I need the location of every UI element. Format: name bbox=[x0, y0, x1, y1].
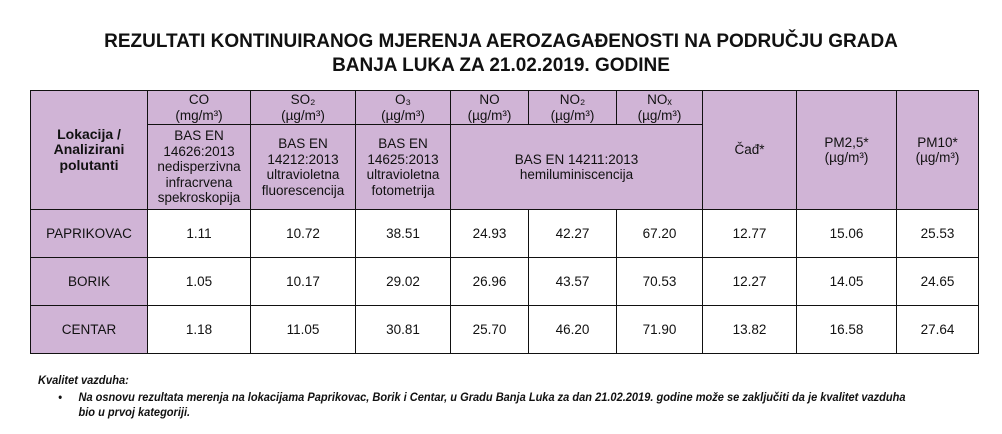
method-so2: BAS EN 14212:2013 ultravioletna fluoresc… bbox=[250, 124, 356, 210]
corner-header: Lokacija / Analizirani polutanti bbox=[30, 90, 148, 210]
value-cell: 46.20 bbox=[528, 305, 617, 354]
results-table: Lokacija / Analizirani polutanti CO (mg/m… bbox=[30, 90, 979, 354]
note-text: Na osnovu rezultata merenja na lokacijam… bbox=[78, 390, 906, 419]
location-cell: PAPRIKOVAC bbox=[30, 209, 148, 258]
title-line-1: REZULTATI KONTINUIRANOG MJERENJA AEROZAG… bbox=[104, 31, 898, 52]
note-heading: Kvalitet vazduha: bbox=[38, 373, 129, 387]
value-cell: 24.65 bbox=[896, 257, 979, 306]
value-cell: 11.05 bbox=[250, 305, 356, 354]
value-cell: 24.93 bbox=[450, 209, 529, 258]
value-cell: 1.18 bbox=[147, 305, 251, 354]
method-co: BAS EN 14626:2013 nedisperzivna infracrv… bbox=[147, 124, 251, 210]
value-cell: 12.77 bbox=[702, 209, 797, 258]
value-cell: 14.05 bbox=[796, 257, 897, 306]
table-row: CENTAR 1.18 11.05 30.81 25.70 46.20 71.90 13.82… bbox=[30, 305, 979, 354]
value-cell: 12.27 bbox=[702, 257, 797, 306]
value-cell: 43.57 bbox=[528, 257, 617, 306]
value-cell: 25.70 bbox=[450, 305, 529, 354]
value-cell: 67.20 bbox=[616, 209, 703, 258]
table-row: BORIK 1.05 10.17 29.02 26.96 43.57 70.53 12.27 1… bbox=[30, 257, 979, 306]
report-title: REZULTATI KONTINUIRANOG MJERENJA AEROZAG… bbox=[0, 30, 1002, 78]
value-cell: 26.96 bbox=[450, 257, 529, 306]
location-cell: BORIK bbox=[30, 257, 148, 306]
table-row: PAPRIKOVAC 1.11 10.72 38.51 24.93 42.27 67.20 1… bbox=[30, 209, 979, 258]
value-cell: 15.06 bbox=[796, 209, 897, 258]
bullet-icon: • bbox=[58, 390, 63, 404]
value-cell: 25.53 bbox=[896, 209, 979, 258]
value-cell: 10.72 bbox=[250, 209, 356, 258]
location-cell: CENTAR bbox=[30, 305, 148, 354]
note-bullet: • Na osnovu rezultata merenja na lokacij… bbox=[58, 390, 912, 420]
value-cell: 71.90 bbox=[616, 305, 703, 354]
header-so2: SO₂ (µg/m³) bbox=[250, 90, 356, 125]
header-pm25: PM2,5* (µg/m³) bbox=[796, 90, 897, 210]
header-pm10: PM10* (µg/m³) bbox=[896, 90, 979, 210]
value-cell: 13.82 bbox=[702, 305, 797, 354]
value-cell: 30.81 bbox=[355, 305, 451, 354]
value-cell: 27.64 bbox=[896, 305, 979, 354]
title-line-2: BANJA LUKA ZA 21.02.2019. GODINE bbox=[332, 55, 670, 76]
header-cad: Čađ* bbox=[702, 90, 797, 210]
header-no2: NO₂ (µg/m³) bbox=[528, 90, 617, 125]
value-cell: 70.53 bbox=[616, 257, 703, 306]
value-cell: 16.58 bbox=[796, 305, 897, 354]
value-cell: 10.17 bbox=[250, 257, 356, 306]
value-cell: 42.27 bbox=[528, 209, 617, 258]
value-cell: 38.51 bbox=[355, 209, 451, 258]
header-nox: NOₓ (µg/m³) bbox=[616, 90, 703, 125]
method-o3: BAS EN 14625:2013 ultravioletna fotometr… bbox=[355, 124, 451, 210]
header-co: CO (mg/m³) bbox=[147, 90, 251, 125]
header-o3: O₃ (µg/m³) bbox=[355, 90, 451, 125]
value-cell: 1.05 bbox=[147, 257, 251, 306]
method-nox: BAS EN 14211:2013 hemiluminiscencija bbox=[450, 124, 703, 210]
value-cell: 1.11 bbox=[147, 209, 251, 258]
value-cell: 29.02 bbox=[355, 257, 451, 306]
header-no: NO (µg/m³) bbox=[450, 90, 529, 125]
air-quality-note: Kvalitet vazduha: • Na osnovu rezultata … bbox=[38, 373, 912, 420]
